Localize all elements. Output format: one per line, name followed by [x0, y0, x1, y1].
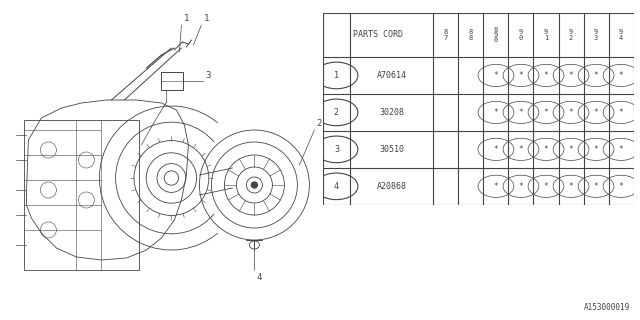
Text: 9
0: 9 0 [519, 29, 523, 41]
Text: 9
2: 9 2 [569, 29, 573, 41]
Text: *: * [544, 182, 548, 191]
Text: 1: 1 [204, 14, 209, 23]
Text: *: * [518, 145, 524, 154]
Text: *: * [518, 71, 524, 80]
Text: *: * [544, 108, 548, 117]
Text: *: * [594, 145, 598, 154]
Text: 30208: 30208 [379, 108, 404, 117]
Text: 1: 1 [334, 71, 339, 80]
Text: 3: 3 [334, 145, 339, 154]
Text: 9
1: 9 1 [544, 29, 548, 41]
Text: *: * [619, 108, 623, 117]
Text: 8
7: 8 7 [444, 29, 448, 41]
Text: *: * [493, 108, 499, 117]
Text: *: * [493, 145, 499, 154]
Text: *: * [518, 108, 524, 117]
Text: *: * [594, 71, 598, 80]
Text: A20868: A20868 [376, 182, 406, 191]
Text: 9
3: 9 3 [594, 29, 598, 41]
Text: *: * [569, 145, 573, 154]
Text: 30510: 30510 [379, 145, 404, 154]
Text: 8
9
0: 8 9 0 [494, 27, 498, 43]
Text: *: * [569, 71, 573, 80]
Text: 9
4: 9 4 [619, 29, 623, 41]
Circle shape [252, 182, 257, 188]
Text: 2: 2 [334, 108, 339, 117]
Text: *: * [619, 182, 623, 191]
Text: *: * [569, 182, 573, 191]
Text: *: * [594, 182, 598, 191]
Text: *: * [493, 71, 499, 80]
Text: PARTS CORD: PARTS CORD [353, 30, 403, 39]
Text: *: * [569, 108, 573, 117]
Text: *: * [544, 71, 548, 80]
Text: 1: 1 [184, 14, 189, 23]
Text: 2: 2 [316, 119, 322, 128]
Text: *: * [619, 145, 623, 154]
Text: 8
8: 8 8 [469, 29, 473, 41]
Text: *: * [544, 145, 548, 154]
Text: A70614: A70614 [376, 71, 406, 80]
Text: *: * [619, 71, 623, 80]
Text: 4: 4 [257, 273, 262, 282]
Text: 4: 4 [334, 182, 339, 191]
Text: *: * [594, 108, 598, 117]
Text: 3: 3 [205, 71, 211, 80]
Text: A153000019: A153000019 [584, 303, 630, 312]
Text: *: * [493, 182, 499, 191]
Text: *: * [518, 182, 524, 191]
